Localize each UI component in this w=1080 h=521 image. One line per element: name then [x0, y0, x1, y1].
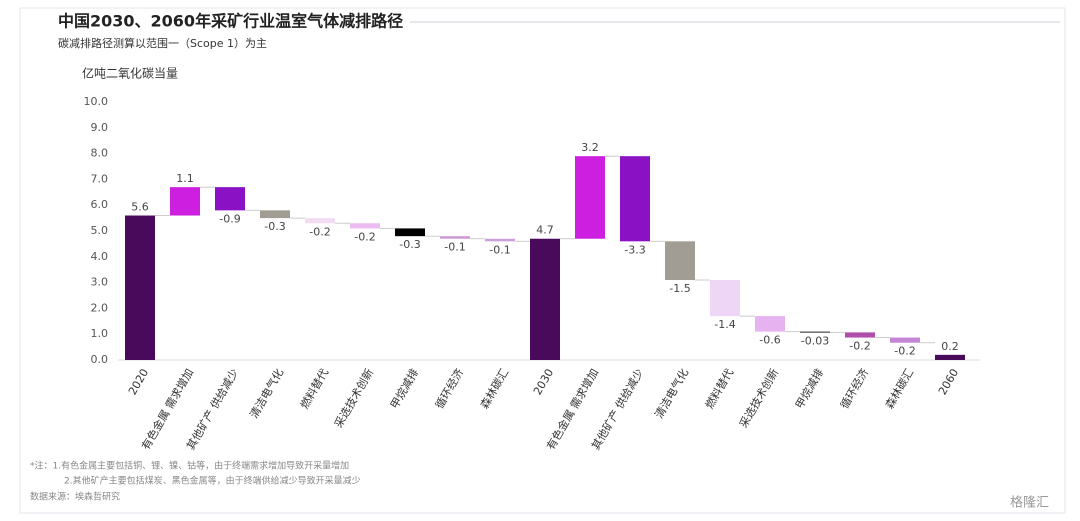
x-tick-label: 燃料替代: [702, 366, 736, 411]
chart-title: 中国2030、2060年采矿行业温室气体减排路径: [58, 12, 403, 31]
bar: [260, 210, 290, 219]
bar: [800, 331, 830, 333]
y-tick-label: 2.0: [91, 301, 109, 314]
value-label: -0.3: [399, 238, 420, 251]
x-tick-label: 2060: [936, 367, 961, 398]
source: 数据来源：埃森哲研究: [30, 491, 120, 503]
bar: [170, 187, 200, 216]
bar: [350, 223, 380, 229]
bar: [575, 156, 605, 239]
x-tick-label: 2020: [126, 367, 151, 398]
y-tick-label: 6.0: [91, 198, 109, 211]
bar: [530, 238, 560, 360]
bar: [845, 332, 875, 338]
value-label: -1.5: [669, 282, 690, 295]
value-label: -3.3: [624, 243, 645, 256]
y-axis-label: 亿吨二氧化碳当量: [82, 66, 178, 81]
y-tick-label: 4.0: [91, 250, 109, 263]
bar: [710, 280, 740, 317]
value-label: -0.9: [219, 212, 240, 225]
bar: [125, 215, 155, 360]
x-tick-label: 2030: [531, 367, 556, 398]
x-tick-label: 甲烷减排: [792, 366, 826, 411]
bar: [755, 316, 785, 332]
value-label: 3.2: [581, 141, 599, 154]
bar: [485, 238, 515, 242]
y-tick-label: 7.0: [91, 172, 109, 185]
value-label: -1.4: [714, 318, 735, 331]
y-tick-label: 1.0: [91, 327, 109, 340]
frame: [19, 7, 1066, 514]
x-tick-label: 清洁电气化: [652, 366, 692, 421]
chart-subtitle: 碳减排路径测算以范围一（Scope 1）为主: [58, 36, 267, 50]
value-label: 1.1: [176, 172, 194, 185]
y-tick-label: 0.0: [91, 353, 109, 366]
x-tick-label: 循环经济: [432, 366, 466, 411]
y-tick-label: 5.0: [91, 224, 109, 237]
bar: [620, 156, 650, 242]
value-label: -0.3: [264, 220, 285, 233]
bar: [395, 228, 425, 237]
bar: [665, 241, 695, 281]
value-label: -0.1: [444, 241, 465, 254]
y-tick-label: 10.0: [84, 95, 109, 108]
y-tick-label: 3.0: [91, 276, 109, 289]
x-tick-label: 采选技术创新: [331, 366, 376, 430]
value-label: 0.2: [941, 340, 959, 353]
x-tick-label: 清洁电气化: [247, 366, 287, 421]
value-label: -0.2: [849, 340, 870, 353]
value-label: -0.6: [759, 334, 780, 347]
bar: [215, 187, 245, 211]
x-tick-label: 森林碳汇: [477, 366, 511, 411]
note: *注：1.有色金属主要包括铜、锂、镍、钴等，由于终端需求增加导致开采量增加: [30, 460, 349, 472]
bar: [935, 354, 965, 360]
value-label: -0.2: [309, 225, 330, 238]
x-tick-label: 燃料替代: [297, 366, 331, 411]
value-label: 5.6: [131, 201, 149, 214]
note: 2.其他矿产主要包括煤炭、黑色金属等，由于终端供给减少导致开采量减少: [64, 475, 361, 487]
bar: [440, 236, 470, 239]
bar: [305, 218, 335, 224]
bar: [890, 337, 920, 343]
value-label: -0.03: [801, 334, 829, 347]
x-tick-label: 甲烷减排: [387, 366, 421, 411]
watermark: 格隆汇: [1010, 495, 1049, 511]
y-tick-label: 9.0: [91, 121, 109, 134]
y-tick-label: 8.0: [91, 147, 109, 160]
x-tick-label: 采选技术创新: [736, 366, 781, 430]
value-label: -0.2: [354, 230, 375, 243]
x-tick-label: 森林碳汇: [882, 366, 916, 411]
x-tick-label: 循环经济: [837, 366, 871, 411]
value-label: -0.2: [894, 345, 915, 358]
value-label: -0.1: [489, 243, 510, 256]
value-label: 4.7: [536, 224, 554, 237]
